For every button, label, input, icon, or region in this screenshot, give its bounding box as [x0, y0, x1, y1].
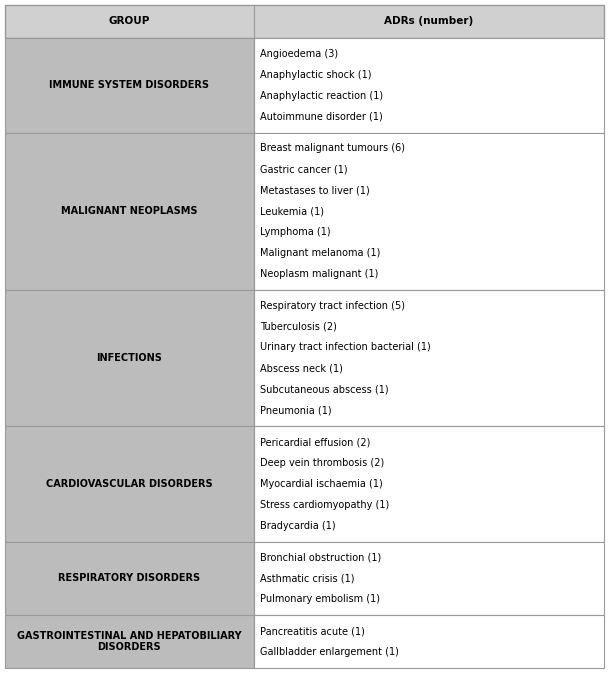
Bar	[5, 615, 253, 668]
Text: Respiratory tract infection (5): Respiratory tract infection (5)	[259, 301, 404, 311]
Text: INFECTIONS: INFECTIONS	[96, 353, 162, 363]
Text: Breast malignant tumours (6): Breast malignant tumours (6)	[259, 143, 404, 153]
Text: Anaphylactic reaction (1): Anaphylactic reaction (1)	[259, 91, 382, 101]
Text: MALIGNANT NEOPLASMS: MALIGNANT NEOPLASMS	[61, 206, 197, 216]
Text: ADRs (number): ADRs (number)	[384, 17, 473, 26]
Bar	[253, 133, 604, 290]
Bar	[253, 615, 604, 668]
Text: Gastric cancer (1): Gastric cancer (1)	[259, 164, 347, 174]
Text: Malignant melanoma (1): Malignant melanoma (1)	[259, 248, 380, 258]
Text: Pancreatitis acute (1): Pancreatitis acute (1)	[259, 626, 364, 636]
Bar	[5, 426, 253, 542]
Text: Urinary tract infection bacterial (1): Urinary tract infection bacterial (1)	[259, 343, 431, 353]
Text: Deep vein thrombosis (2): Deep vein thrombosis (2)	[259, 458, 384, 468]
Text: Myocardial ischaemia (1): Myocardial ischaemia (1)	[259, 479, 382, 489]
Text: CARDIOVASCULAR DISORDERS: CARDIOVASCULAR DISORDERS	[46, 479, 213, 489]
Bar	[253, 38, 604, 133]
Text: Abscess neck (1): Abscess neck (1)	[259, 363, 342, 374]
Text: Subcutaneous abscess (1): Subcutaneous abscess (1)	[259, 384, 388, 394]
Bar	[5, 38, 253, 133]
Text: GASTROINTESTINAL AND HEPATOBILIARY
DISORDERS: GASTROINTESTINAL AND HEPATOBILIARY DISOR…	[17, 631, 242, 652]
Text: Metastases to liver (1): Metastases to liver (1)	[259, 185, 369, 195]
Text: Asthmatic crisis (1): Asthmatic crisis (1)	[259, 573, 354, 583]
Text: Bronchial obstruction (1): Bronchial obstruction (1)	[259, 553, 381, 563]
Bar	[253, 542, 604, 615]
Text: RESPIRATORY DISORDERS: RESPIRATORY DISORDERS	[58, 573, 200, 583]
Text: Stress cardiomyopathy (1): Stress cardiomyopathy (1)	[259, 500, 389, 509]
Bar	[253, 426, 604, 542]
Text: Leukemia (1): Leukemia (1)	[259, 206, 323, 216]
Bar	[5, 542, 253, 615]
Text: Anaphylactic shock (1): Anaphylactic shock (1)	[259, 70, 371, 80]
Text: Pulmonary embolism (1): Pulmonary embolism (1)	[259, 594, 379, 604]
Text: Neoplasm malignant (1): Neoplasm malignant (1)	[259, 269, 378, 279]
Bar	[5, 133, 253, 290]
Text: Gallbladder enlargement (1): Gallbladder enlargement (1)	[259, 647, 398, 657]
Text: Autoimmune disorder (1): Autoimmune disorder (1)	[259, 112, 382, 122]
Text: IMMUNE SYSTEM DISORDERS: IMMUNE SYSTEM DISORDERS	[49, 80, 209, 90]
Text: Pneumonia (1): Pneumonia (1)	[259, 405, 331, 415]
Text: Angioedema (3): Angioedema (3)	[259, 49, 338, 59]
Text: Lymphoma (1): Lymphoma (1)	[259, 227, 330, 237]
Bar	[5, 5, 604, 38]
Text: Tuberculosis (2): Tuberculosis (2)	[259, 322, 336, 332]
Text: Bradycardia (1): Bradycardia (1)	[259, 521, 335, 530]
Bar	[5, 290, 253, 426]
Text: Pericardial effusion (2): Pericardial effusion (2)	[259, 437, 370, 447]
Bar	[253, 290, 604, 426]
Text: GROUP: GROUP	[108, 17, 150, 26]
